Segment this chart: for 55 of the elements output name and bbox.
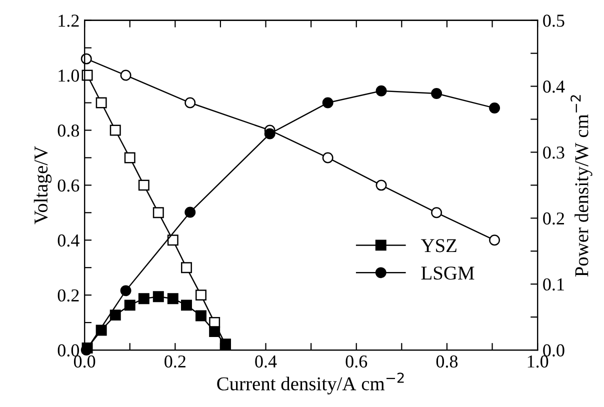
point xyxy=(96,97,107,108)
x-axis-title: Current density/A cm$^{−2}$ xyxy=(217,372,404,394)
point xyxy=(431,88,442,100)
point xyxy=(80,53,92,64)
x-tick-label: 1.0 xyxy=(528,355,548,368)
x-tick-label: 0.4 xyxy=(255,355,277,368)
y-tick-label: 0.6 xyxy=(58,179,80,192)
point xyxy=(124,300,136,311)
point xyxy=(376,85,387,96)
point xyxy=(184,206,196,218)
y2-tick-label: 0.5 xyxy=(543,14,564,27)
point xyxy=(209,326,220,338)
point xyxy=(376,180,387,191)
point xyxy=(138,293,150,304)
y2-tick-label: 0.3 xyxy=(543,146,564,159)
x-tick-label: 0.6 xyxy=(346,355,368,368)
point xyxy=(489,234,500,246)
point xyxy=(167,234,178,246)
point xyxy=(152,207,164,218)
y-tick-label: 0.0 xyxy=(58,344,80,357)
point xyxy=(138,180,150,191)
point xyxy=(489,102,500,114)
point xyxy=(184,97,196,108)
point xyxy=(264,128,276,140)
point xyxy=(322,97,334,108)
point xyxy=(110,310,121,321)
point xyxy=(167,293,178,304)
point xyxy=(322,152,334,164)
y2-tick-label: 0.2 xyxy=(543,212,564,225)
y2-tick-label: 0.1 xyxy=(543,278,564,291)
x-tick-label: 0.2 xyxy=(164,355,186,368)
y2-axis-title: Power density/W cm$^{−2}$ xyxy=(570,95,592,277)
y-tick-label: 1.0 xyxy=(58,70,80,82)
y2-tick-label: 0.4 xyxy=(543,80,565,93)
y-tick-label: 0.2 xyxy=(58,289,79,302)
point xyxy=(124,152,136,164)
point xyxy=(431,207,442,218)
x-tick-label: 0.8 xyxy=(436,355,458,368)
point xyxy=(120,70,132,81)
y2-tick-label: 0.0 xyxy=(543,344,564,357)
legend-label: YSZ xyxy=(420,239,456,252)
y-tick-label: 1.2 xyxy=(58,14,79,27)
point xyxy=(195,290,206,301)
point xyxy=(82,70,93,81)
point xyxy=(110,124,121,136)
y-tick-label: 0.4 xyxy=(58,234,80,247)
point xyxy=(195,310,206,322)
x-tick-label: 0.0 xyxy=(74,355,96,368)
y-tick-label: 0.8 xyxy=(58,124,80,137)
point xyxy=(152,291,164,302)
point xyxy=(120,285,132,296)
point xyxy=(181,300,192,311)
legend-label: LSGM xyxy=(421,266,474,280)
y-axis-title: Voltage/V xyxy=(34,146,52,224)
point xyxy=(181,262,192,274)
